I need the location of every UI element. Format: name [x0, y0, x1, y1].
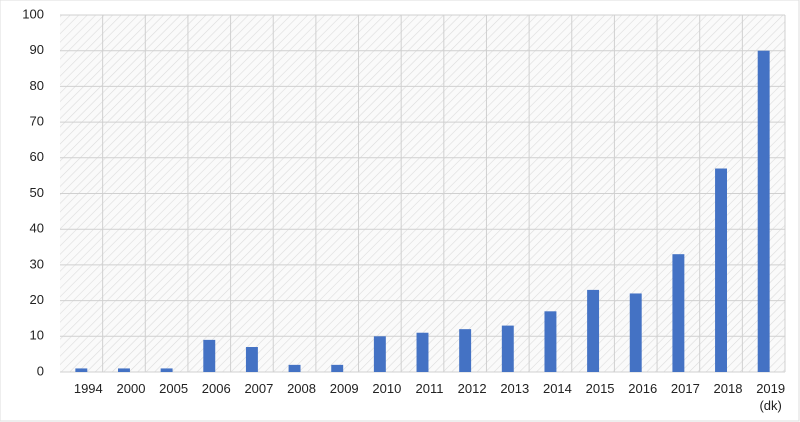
bar	[416, 332, 429, 372]
bar	[331, 364, 344, 372]
y-tick-label: 100	[22, 6, 44, 21]
bar	[160, 368, 173, 372]
bar	[501, 325, 514, 372]
x-tick-label: 2011	[415, 381, 444, 396]
y-tick-label: 20	[30, 292, 44, 307]
x-tick-label: 2010	[372, 381, 402, 396]
y-tick-label: 0	[37, 363, 44, 378]
x-tick-label: 2009	[329, 381, 359, 396]
bar	[715, 168, 727, 372]
x-tick-label: 2017	[670, 381, 700, 396]
y-tick-label: 70	[30, 114, 44, 129]
bar	[544, 311, 557, 372]
x-tick-label: 2014	[542, 381, 572, 396]
y-tick-label: 30	[30, 256, 44, 271]
bar	[629, 293, 642, 372]
y-tick-label: 50	[30, 185, 44, 200]
x-tick-label: 2006	[201, 381, 231, 396]
bar	[203, 339, 216, 372]
x-tick-label: 2000	[116, 381, 146, 396]
x-tick-label: 2005	[159, 381, 189, 396]
bar	[118, 368, 130, 372]
x-tick-label: 2008	[287, 381, 316, 396]
x-tick-label: 2019 (dk)	[756, 381, 786, 413]
x-tick-label: 1994	[73, 381, 103, 396]
bar	[757, 50, 770, 372]
y-tick-label: 40	[30, 221, 44, 236]
y-tick-label: 90	[30, 42, 44, 57]
x-tick-label: 2015	[585, 381, 615, 396]
bar	[672, 254, 685, 372]
x-tick-label: 2016	[628, 381, 658, 396]
x-tick-label: 2013	[500, 381, 530, 396]
y-tick-label: 80	[30, 78, 44, 93]
bar	[75, 368, 88, 372]
bar	[459, 329, 472, 372]
bar	[288, 364, 301, 372]
bar	[245, 347, 258, 372]
y-tick-label: 60	[30, 149, 44, 164]
x-tick-label: 2018	[713, 381, 743, 396]
x-tick-label: 2012	[457, 381, 487, 396]
y-tick-label: 10	[30, 328, 44, 343]
x-tick-label: 2007	[244, 381, 274, 396]
bar	[373, 336, 386, 372]
bar	[587, 289, 600, 372]
